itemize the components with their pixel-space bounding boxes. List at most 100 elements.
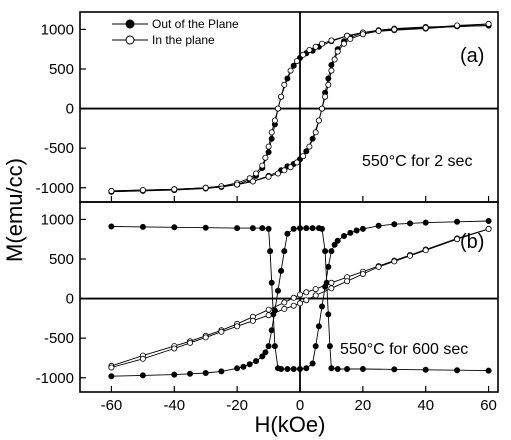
panel-b-point-out-of-the-plane [259,225,266,232]
panel-a-point-in-the-plane [391,26,398,33]
panel-b-x-tick-label: 0 [296,397,304,414]
panel-a-point-in-the-plane [328,67,335,74]
panel-b-point-out-of-the-plane [240,363,247,370]
panel-b-point-out-of-the-plane [422,219,429,226]
panel-b-point-out-of-the-plane [249,225,256,232]
panel-b-point-in-the-plane [281,305,288,312]
panel-a-point-in-the-plane [325,81,332,88]
panel-b-y-tick-label: 0 [66,291,74,308]
panel-a-point-in-the-plane [300,51,307,58]
x-axis-title: H(kOe) [255,412,326,437]
legend: Out of the Plane In the plane [112,17,239,47]
panel-a-point-in-the-plane [139,187,146,194]
panel-b-x-tick-label: -20 [226,397,248,414]
panel-b-point-out-of-the-plane [391,221,398,228]
panel-b-point-out-of-the-plane [246,361,253,368]
panel-a-point-in-the-plane [108,187,115,194]
y-axis-title: M(emu/cc) [2,158,27,262]
panel-a-y-tick-label: 1000 [41,21,74,38]
panel-b-point-out-of-the-plane [406,220,413,227]
panel-b-point-in-the-plane [171,345,178,352]
panel-b-point-out-of-the-plane [171,224,178,231]
legend-label-out-of-plane: Out of the Plane [152,17,239,31]
panel-b-point-out-of-the-plane [422,366,429,373]
panel-b-point-out-of-the-plane [186,370,193,377]
panel-b-point-out-of-the-plane [312,343,319,350]
panel-b-point-out-of-the-plane [274,365,281,372]
panel-b-point-out-of-the-plane [274,287,281,294]
panel-a-point-in-the-plane [300,153,307,160]
panel-b-point-out-of-the-plane [485,217,492,224]
panel-a-annotation: 550°C for 2 sec [362,153,472,170]
panel-b-frame [79,201,499,393]
panel-a-point-in-the-plane [334,48,341,55]
panel-b-point-out-of-the-plane [284,230,291,237]
panel-b-point-out-of-the-plane [234,225,241,232]
panel-b-point-out-of-the-plane [218,368,225,375]
panel-a-point-in-the-plane [278,93,285,100]
panel-b-point-in-the-plane [296,300,303,307]
panel-b-point-out-of-the-plane [268,279,275,286]
panel-b-point-in-the-plane [202,334,209,341]
panel-b-point-out-of-the-plane [262,349,269,356]
legend-marker-in-plane [125,35,135,45]
panel-b-point-out-of-the-plane [278,267,285,274]
panel-a-point-in-the-plane [422,24,429,31]
panel-b-point-out-of-the-plane [268,327,275,334]
panel-b-point-out-of-the-plane [375,222,382,229]
panel-b-point-in-the-plane [312,286,319,293]
panel-b-point-out-of-the-plane [328,365,335,372]
panel-b-point-out-of-the-plane [315,323,322,330]
panel-b-point-out-of-the-plane [259,353,266,360]
panel-b-point-in-the-plane [359,270,366,277]
panel-b-point-out-of-the-plane [265,225,272,232]
panel-b-point-out-of-the-plane [252,358,259,365]
panel-a-point-in-the-plane [331,56,338,63]
panel-b-point-in-the-plane [422,247,429,254]
panel-b-point-in-the-plane [454,236,461,243]
panel-a-y-tick-label: -500 [44,140,74,157]
panel-b-point-out-of-the-plane [139,372,146,379]
panel-b-point-out-of-the-plane [284,365,291,372]
panel-a-point-in-the-plane [322,93,329,100]
panel-b-point-out-of-the-plane [325,311,332,318]
panel-b-point-out-of-the-plane [290,365,297,372]
panel-a-point-in-the-plane [318,105,325,112]
panel-a-point-in-the-plane [271,117,278,124]
panel-b-y-tick-label: 500 [49,251,74,268]
panel-b-x-tick-label: -60 [101,397,123,414]
panel-a-point-in-the-plane [293,58,300,65]
panel-b-point-out-of-the-plane [271,343,278,350]
panel-b-point-out-of-the-plane [485,367,492,374]
panel-b-x-tick-label: 60 [480,397,497,414]
panel-b-point-in-the-plane [328,279,335,286]
panel-b-point-out-of-the-plane [359,225,366,232]
panel-b-point-in-the-plane [218,328,225,335]
panel-b-point-out-of-the-plane [202,224,209,231]
panel-a-point-in-the-plane [287,164,294,171]
panel-b-point-in-the-plane [290,294,297,301]
panel-a-point-in-the-plane [315,117,322,124]
panel-b-annotation: 550°C for 600 sec [340,341,468,358]
panel-b-point-in-the-plane [265,306,272,313]
panel-a-point-in-the-plane [281,81,288,88]
panel-b-point-in-the-plane [406,252,413,259]
panel-b-plot: -1000 -500 0 500 1000 -60 -40 -20 0 20 40 60 [36,202,498,414]
panel-b-point-out-of-the-plane [303,365,310,372]
panel-b-x-tick-label: 40 [417,397,434,414]
panel-b-point-out-of-the-plane [359,365,366,372]
panel-b-point-out-of-the-plane [309,360,316,367]
panel-b-x-tick-label: -40 [163,397,185,414]
panel-b-y-tick-label: -500 [44,330,74,347]
panel-a-point-in-the-plane [485,20,492,27]
panel-b-point-in-the-plane [108,364,115,371]
panel-b-point-out-of-the-plane [347,229,354,236]
panel-a-point-in-the-plane [293,159,300,166]
legend-label-in-plane: In the plane [152,33,215,47]
panel-b-point-out-of-the-plane [108,373,115,380]
panel-b-point-out-of-the-plane [331,241,338,248]
panel-b-point-in-the-plane [303,289,310,296]
panel-a-point-in-the-plane [375,27,382,34]
panel-a-label: (a) [460,45,484,67]
